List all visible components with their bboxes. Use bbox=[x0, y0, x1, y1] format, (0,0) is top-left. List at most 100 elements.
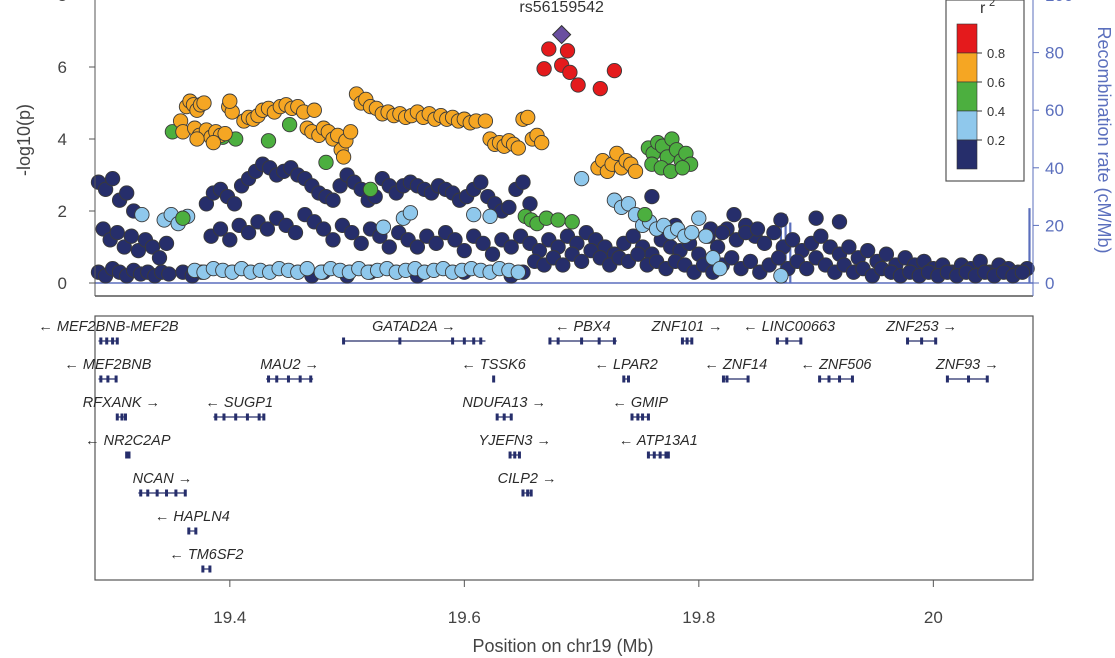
gene-exon bbox=[187, 527, 191, 535]
y-axis-label: -log10(p) bbox=[14, 104, 34, 176]
snp-point bbox=[799, 260, 815, 277]
snp-point bbox=[726, 206, 742, 223]
gene-gmip: ← GMIP bbox=[612, 395, 668, 421]
snp-point bbox=[475, 235, 491, 252]
legend-labels: 0.8 0.6 0.4 0.2 bbox=[977, 46, 1005, 148]
gene-label: RFXANK → bbox=[83, 395, 160, 411]
snp-point bbox=[773, 212, 789, 228]
snp-point bbox=[473, 174, 489, 190]
gene-exon bbox=[257, 413, 261, 421]
gene-exon bbox=[850, 375, 854, 383]
gene-exon bbox=[513, 451, 517, 459]
snp-point bbox=[175, 210, 191, 226]
gene-exon bbox=[462, 337, 466, 345]
snp-point bbox=[119, 185, 135, 201]
gene-exon bbox=[548, 337, 552, 345]
x-tick-label: 19.6 bbox=[448, 608, 481, 627]
gene-sugp1: ← SUGP1 bbox=[205, 395, 273, 421]
gene-exon bbox=[492, 375, 496, 383]
snp-point bbox=[536, 61, 552, 77]
snp-point bbox=[344, 224, 360, 241]
gene-exon bbox=[526, 489, 530, 497]
gene-exon bbox=[262, 413, 266, 421]
legend-swatch bbox=[956, 110, 978, 141]
gene-cilp2: CILP2 → bbox=[498, 471, 557, 497]
snp-point bbox=[259, 221, 276, 237]
legend-swatch bbox=[956, 52, 978, 83]
lead-snp-label: rs56159542 bbox=[519, 0, 604, 16]
snp-point bbox=[691, 210, 707, 226]
gene-exon bbox=[685, 337, 689, 345]
gene-annotations: ← MEF2BNB-MEF2B GATAD2A → ← PBX4 ZNF101 → ← … bbox=[38, 319, 999, 573]
legend-label: 0.6 bbox=[987, 75, 1005, 90]
legend-title-superscript: 2 bbox=[989, 0, 995, 9]
y-tick-label: 2 bbox=[58, 202, 67, 221]
gene-exon bbox=[174, 489, 178, 497]
snp-point bbox=[564, 214, 580, 230]
snp-point bbox=[674, 160, 691, 176]
gene-exon bbox=[799, 337, 803, 345]
gene-exon bbox=[652, 451, 656, 459]
legend-label: 0.2 bbox=[987, 133, 1005, 148]
gene-pbx4: ← PBX4 bbox=[548, 319, 617, 345]
snp-point bbox=[770, 250, 787, 266]
x-tick-label: 20 bbox=[924, 608, 943, 627]
gene-rfxank: RFXANK → bbox=[83, 395, 160, 421]
snp-point bbox=[482, 208, 498, 225]
recombination-tick-label: 0 bbox=[1045, 274, 1054, 293]
r2-legend: r 2 0.8 0.6 0.4 0.2 bbox=[945, 0, 1025, 182]
gene-exon bbox=[502, 413, 506, 421]
gene-lpar2: ← LPAR2 bbox=[594, 357, 658, 383]
gene-znf101: ZNF101 → bbox=[651, 319, 723, 345]
gene-exon bbox=[517, 451, 521, 459]
gene-exon bbox=[680, 337, 684, 345]
gene-atp13a1: ← ATP13A1 bbox=[619, 433, 698, 459]
x-axis-ticks: 19.4 19.6 19.8 20 bbox=[213, 580, 943, 627]
gene-exon bbox=[115, 413, 119, 421]
recombination-tick-label: 100 bbox=[1045, 0, 1073, 5]
snp-point bbox=[520, 109, 536, 126]
gene-exon bbox=[120, 413, 124, 421]
gene-exon bbox=[967, 375, 971, 383]
snp-point bbox=[325, 192, 341, 208]
recombination-tick-label: 20 bbox=[1045, 216, 1064, 235]
gene-label: NDUFA13 → bbox=[462, 395, 546, 411]
gene-exon bbox=[508, 451, 512, 459]
gene-exon bbox=[906, 337, 910, 345]
gene-exon bbox=[746, 375, 750, 383]
gene-label: CILP2 → bbox=[498, 471, 557, 487]
gene-exon bbox=[342, 337, 346, 345]
y-axis-ticks: 0 2 4 6 8 bbox=[58, 0, 95, 293]
snp-point bbox=[637, 206, 653, 223]
snp-point bbox=[95, 221, 111, 237]
snp-point bbox=[644, 188, 660, 205]
gene-hapln4: ← HAPLN4 bbox=[155, 509, 230, 535]
gene-exon bbox=[111, 337, 115, 345]
gene-exon bbox=[398, 337, 402, 345]
snp-point bbox=[151, 250, 168, 266]
gene-exon bbox=[622, 375, 626, 383]
gene-exon bbox=[721, 375, 725, 383]
gene-exon bbox=[114, 375, 118, 383]
gene-exon bbox=[580, 337, 584, 345]
y-tick-label: 0 bbox=[58, 274, 67, 293]
snp-point bbox=[97, 181, 114, 198]
snp-point bbox=[281, 116, 298, 133]
gene-exon bbox=[785, 337, 789, 345]
gene-exon bbox=[234, 413, 238, 421]
snp-point bbox=[315, 221, 332, 237]
gene-yjefn3: YJEFN3 → bbox=[478, 433, 551, 459]
gene-exon bbox=[472, 337, 476, 345]
snp-point bbox=[541, 41, 557, 57]
gene-track-panel: ← MEF2BNB-MEF2B GATAD2A → ← PBX4 ZNF101 → ← … bbox=[38, 315, 1034, 656]
snp-point bbox=[784, 232, 801, 248]
gene-exon bbox=[818, 375, 822, 383]
gene-exon bbox=[666, 451, 670, 459]
snp-point bbox=[501, 199, 517, 216]
snp-point bbox=[134, 206, 150, 223]
snp-point bbox=[860, 242, 876, 259]
gene-track-frame bbox=[94, 315, 1034, 581]
gene-mef2bnb-mef2b: ← MEF2BNB-MEF2B bbox=[38, 319, 179, 345]
gene-label: ← HAPLN4 bbox=[155, 509, 230, 525]
snp-points bbox=[90, 41, 1035, 284]
